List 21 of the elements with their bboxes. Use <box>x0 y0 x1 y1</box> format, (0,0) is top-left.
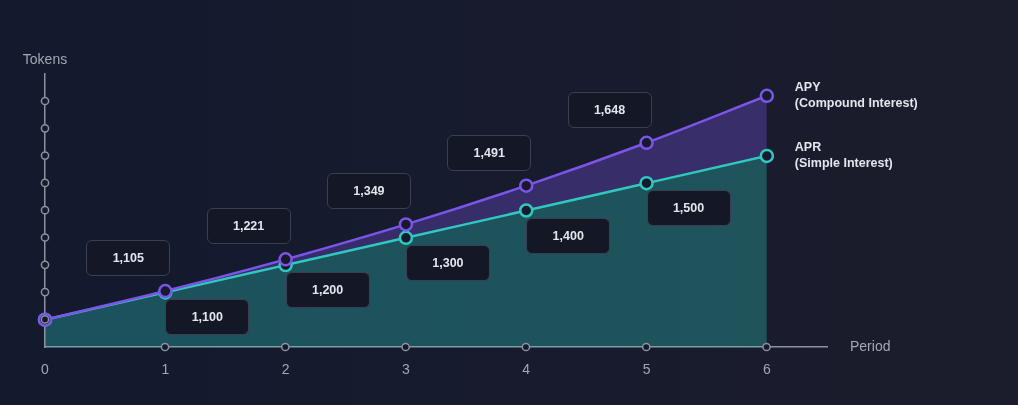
x-tick-label: 0 <box>41 361 50 378</box>
data-label: 1,100 <box>191 310 223 325</box>
series-label: APR (Simple Interest) <box>794 140 893 171</box>
data-label: 1,349 <box>353 184 385 199</box>
data-label: 1,200 <box>311 283 344 298</box>
data-label: 1,491 <box>473 145 505 160</box>
x-tick-label: 4 <box>522 361 531 378</box>
data-label: 1,648 <box>593 102 626 117</box>
data-label: 1,500 <box>672 201 705 216</box>
x-axis-title: Period <box>850 337 891 354</box>
data-label: 1,300 <box>432 255 464 270</box>
data-label: 1,400 <box>552 228 584 243</box>
series-label: APY (Compound Interest) <box>794 80 918 111</box>
y-axis-title: Tokens <box>22 50 68 67</box>
data-label: 1,105 <box>112 251 144 266</box>
x-tick-label: 1 <box>161 361 170 378</box>
x-tick-label: 2 <box>281 361 290 378</box>
x-tick-label: 3 <box>402 361 411 378</box>
x-tick-label: 5 <box>642 361 651 378</box>
x-tick-label: 6 <box>762 361 771 378</box>
data-label: 1,221 <box>232 219 265 234</box>
